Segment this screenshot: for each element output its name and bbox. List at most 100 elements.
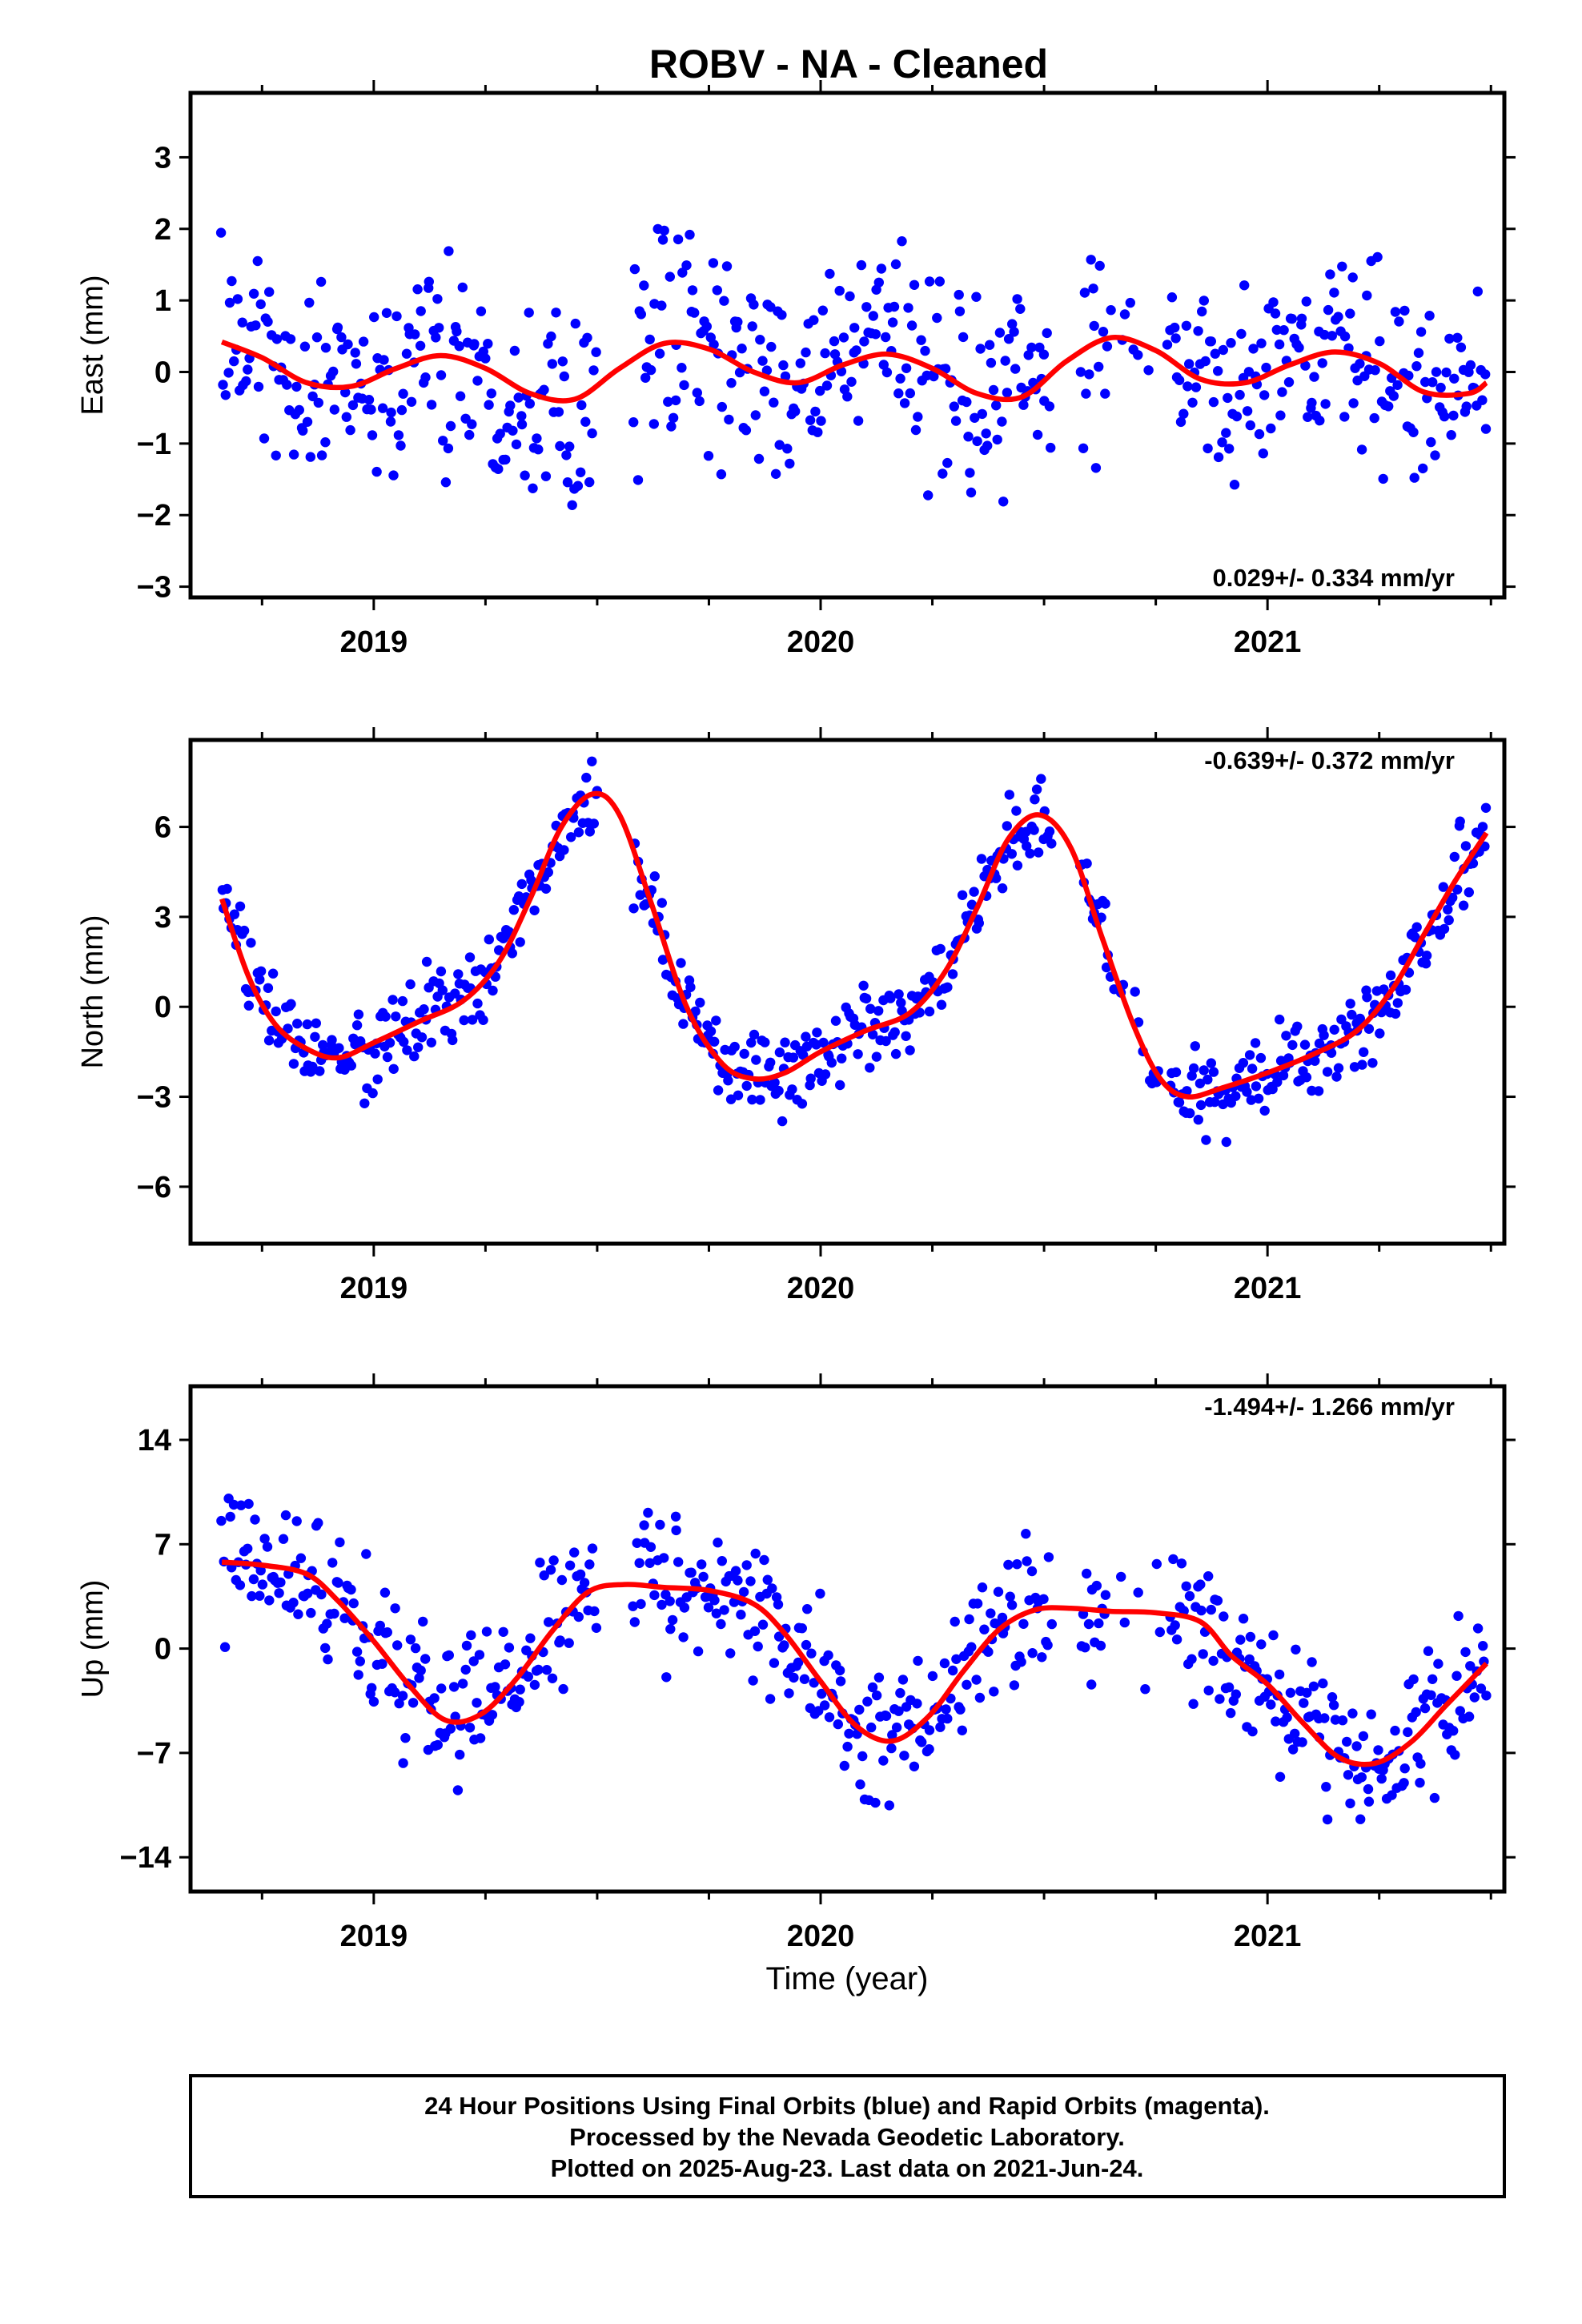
data-point (1449, 373, 1460, 384)
data-point (271, 450, 281, 460)
data-point (1226, 338, 1236, 348)
data-point (1026, 1566, 1038, 1577)
data-point (1399, 1763, 1410, 1774)
data-point (448, 1682, 460, 1692)
data-point (302, 416, 313, 427)
data-point (1042, 328, 1052, 339)
data-point (420, 1654, 431, 1664)
data-point (1102, 341, 1113, 352)
data-point (1235, 1634, 1246, 1645)
data-point (412, 284, 423, 295)
data-point (947, 969, 958, 979)
data-point (243, 364, 253, 375)
data-point (500, 1659, 511, 1670)
data-point (387, 995, 398, 1005)
x-tick-label: 2021 (1234, 625, 1302, 659)
data-point (1271, 1716, 1281, 1727)
footer-box: 24 Hour Positions Using Final Orbits (bl… (189, 2074, 1506, 2198)
data-point (215, 227, 227, 238)
data-point (986, 357, 997, 368)
data-point (559, 371, 569, 382)
data-point (379, 1587, 391, 1598)
data-point (1170, 1620, 1180, 1630)
data-point (1400, 984, 1411, 995)
data-point (1481, 1691, 1492, 1701)
north-panel: −6 −3 0 3 6 2019 2020 2021 North (mm) -0.639+/- 0… (76, 727, 1516, 1305)
data-point (529, 1679, 540, 1691)
data-point (1175, 416, 1186, 428)
data-point (418, 1616, 428, 1627)
data-point (789, 1672, 799, 1683)
data-point (1195, 1078, 1206, 1089)
data-point (997, 883, 1008, 894)
data-point (452, 326, 462, 337)
data-point (1322, 1814, 1333, 1825)
data-point (958, 332, 969, 343)
data-point (729, 1041, 740, 1052)
data-point (692, 388, 702, 398)
data-point (366, 404, 376, 415)
data-point (750, 410, 761, 420)
data-point (515, 937, 525, 947)
data-point (713, 1538, 723, 1548)
data-point (450, 988, 460, 999)
data-point (890, 1048, 901, 1059)
data-point (1009, 1680, 1020, 1691)
data-point (570, 318, 580, 329)
data-point (1046, 442, 1056, 453)
data-point (432, 1739, 443, 1751)
data-point (370, 1048, 380, 1059)
data-point (773, 1631, 785, 1642)
data-point (1190, 1041, 1201, 1051)
data-point (474, 1650, 485, 1660)
data-point (1245, 420, 1256, 431)
data-point (1370, 365, 1380, 376)
data-point (870, 1797, 881, 1808)
data-point (556, 1574, 568, 1586)
data-point (798, 1050, 809, 1060)
data-point (484, 400, 494, 410)
data-point (1154, 1626, 1166, 1638)
data-point (495, 428, 505, 439)
data-point (678, 1632, 689, 1642)
data-point (1326, 1047, 1337, 1058)
data-point (218, 380, 228, 390)
data-point (997, 416, 1007, 427)
data-point (1079, 287, 1090, 298)
data-point (1032, 429, 1043, 440)
data-point (358, 336, 369, 347)
data-point (464, 1723, 476, 1733)
data-point (1021, 1529, 1031, 1539)
data-point (1221, 1136, 1232, 1148)
data-point (372, 1074, 383, 1085)
data-point (1255, 1052, 1267, 1063)
data-point (977, 408, 988, 420)
data-point (346, 1584, 356, 1595)
y-tick-label: −3 (137, 571, 171, 605)
data-point (1196, 1605, 1207, 1616)
data-point (416, 1665, 426, 1676)
data-point (975, 344, 986, 354)
data-point (483, 339, 493, 349)
data-point (1231, 411, 1243, 422)
data-point (1261, 362, 1271, 373)
data-point (1337, 1715, 1348, 1726)
data-point (1236, 328, 1247, 340)
plot-frame (188, 738, 1507, 1246)
data-point (246, 938, 256, 948)
data-point (295, 1553, 307, 1563)
data-point (862, 1696, 873, 1707)
data-point (493, 464, 504, 474)
data-point (1424, 311, 1435, 321)
data-point (216, 1515, 227, 1526)
data-point (697, 1559, 707, 1570)
data-point (1133, 350, 1143, 360)
data-point (767, 1583, 777, 1594)
data-point (220, 390, 231, 400)
data-point (584, 1559, 595, 1570)
data-point (1366, 1709, 1376, 1719)
data-point (394, 1698, 404, 1709)
data-point (225, 1511, 235, 1522)
data-point (591, 1622, 602, 1634)
data-point (405, 1634, 416, 1645)
